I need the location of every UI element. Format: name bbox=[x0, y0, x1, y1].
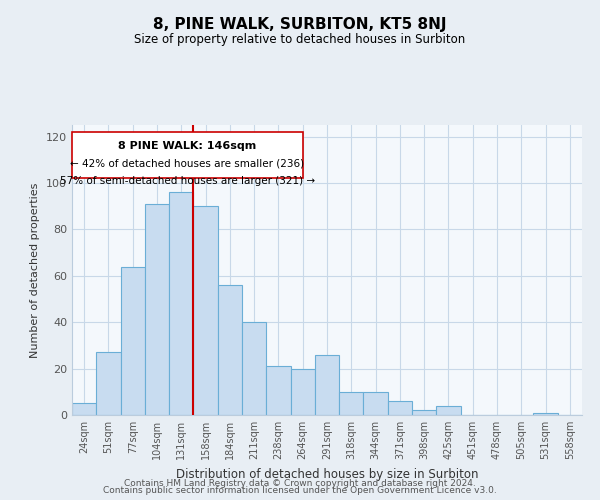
Text: 8, PINE WALK, SURBITON, KT5 8NJ: 8, PINE WALK, SURBITON, KT5 8NJ bbox=[153, 18, 447, 32]
Bar bbox=[388, 401, 412, 415]
FancyBboxPatch shape bbox=[72, 132, 303, 178]
Bar bbox=[533, 412, 558, 415]
Text: Contains HM Land Registry data © Crown copyright and database right 2024.: Contains HM Land Registry data © Crown c… bbox=[124, 478, 476, 488]
Bar bbox=[339, 392, 364, 415]
Bar bbox=[412, 410, 436, 415]
Y-axis label: Number of detached properties: Number of detached properties bbox=[31, 182, 40, 358]
Bar bbox=[266, 366, 290, 415]
Text: Size of property relative to detached houses in Surbiton: Size of property relative to detached ho… bbox=[134, 32, 466, 46]
Bar bbox=[242, 322, 266, 415]
Bar bbox=[436, 406, 461, 415]
Bar bbox=[364, 392, 388, 415]
Text: ← 42% of detached houses are smaller (236): ← 42% of detached houses are smaller (23… bbox=[70, 158, 304, 168]
Bar bbox=[72, 404, 96, 415]
Text: 57% of semi-detached houses are larger (321) →: 57% of semi-detached houses are larger (… bbox=[60, 176, 315, 186]
Bar bbox=[218, 285, 242, 415]
Bar bbox=[96, 352, 121, 415]
Text: Contains public sector information licensed under the Open Government Licence v3: Contains public sector information licen… bbox=[103, 486, 497, 495]
Bar bbox=[193, 206, 218, 415]
Bar bbox=[290, 368, 315, 415]
Bar bbox=[145, 204, 169, 415]
Text: 8 PINE WALK: 146sqm: 8 PINE WALK: 146sqm bbox=[118, 141, 256, 151]
Bar bbox=[169, 192, 193, 415]
Bar bbox=[315, 354, 339, 415]
X-axis label: Distribution of detached houses by size in Surbiton: Distribution of detached houses by size … bbox=[176, 468, 478, 480]
Bar bbox=[121, 266, 145, 415]
